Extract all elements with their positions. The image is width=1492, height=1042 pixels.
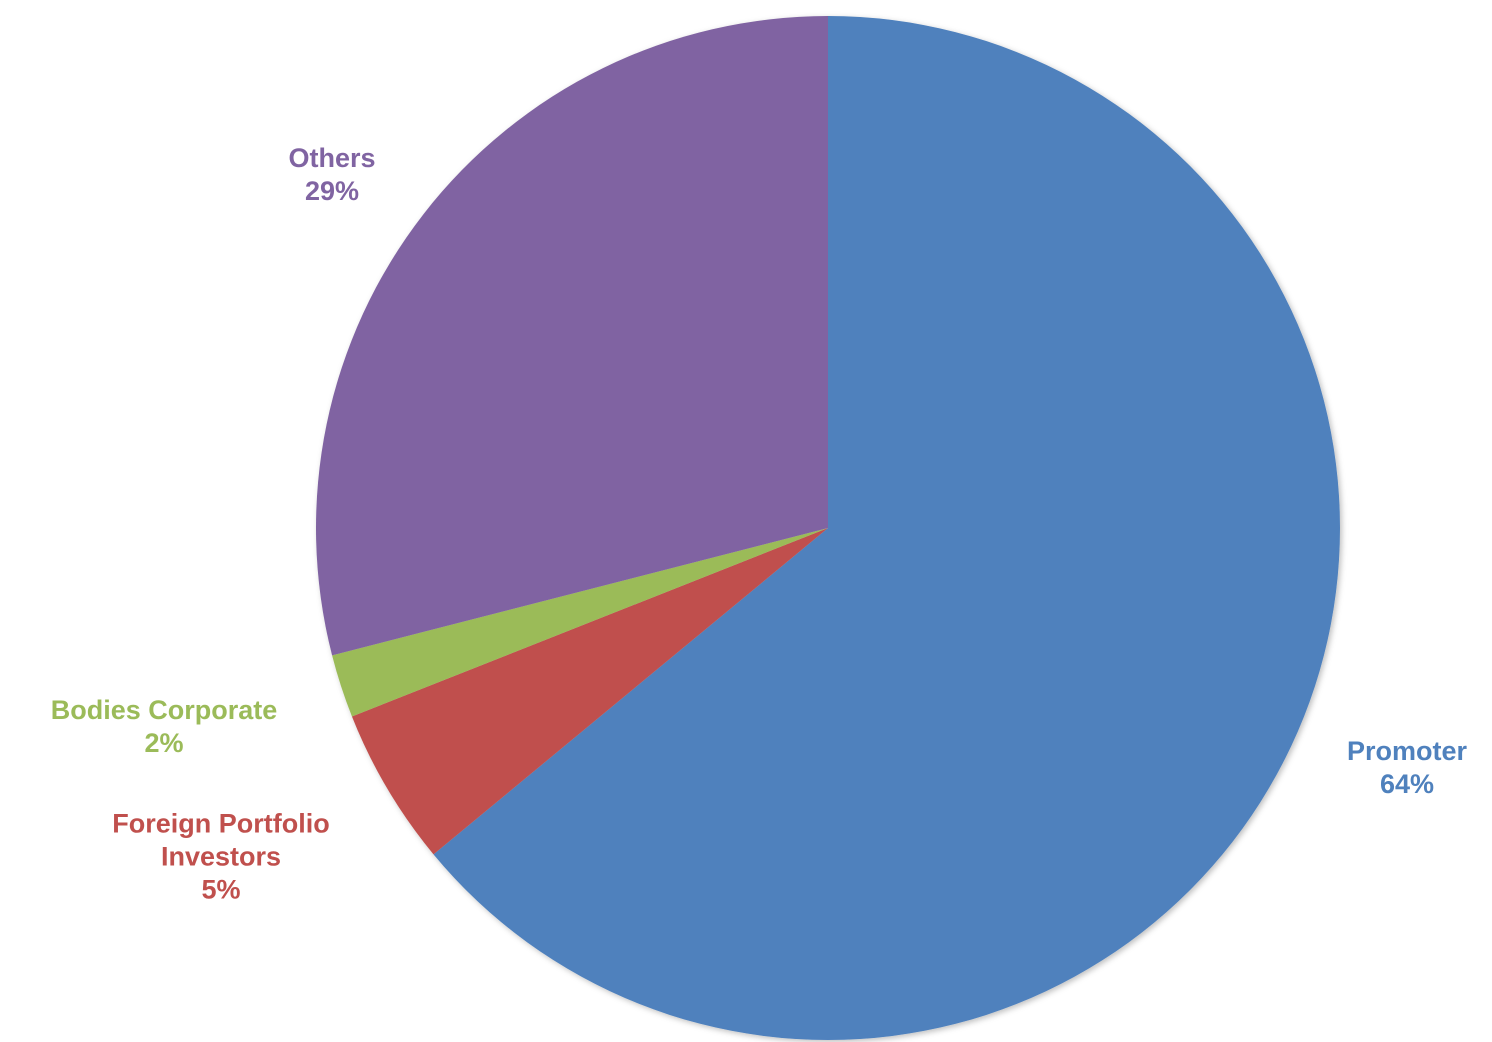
pie-slice — [332, 528, 828, 717]
pie-slice — [433, 16, 1341, 1040]
label-value: 2% — [144, 728, 184, 758]
label-name: Promoter — [1346, 736, 1468, 766]
label-value: 5% — [201, 874, 241, 905]
pie — [316, 16, 1341, 1040]
label-value: 64% — [1379, 769, 1435, 799]
label-value: 29% — [304, 176, 360, 206]
data-label: Bodies Corporate 2% — [4, 694, 324, 760]
label-name: Others — [288, 143, 376, 173]
data-label: Foreign Portfolio Investors 5% — [61, 808, 381, 907]
pie-slice — [351, 528, 828, 855]
pie-slice — [316, 16, 828, 656]
data-label: Promoter 64% — [1307, 735, 1492, 801]
label-name: Bodies Corporate — [50, 695, 278, 725]
label-name: Foreign Portfolio Investors — [112, 808, 330, 872]
data-label: Others 29% — [232, 142, 432, 208]
